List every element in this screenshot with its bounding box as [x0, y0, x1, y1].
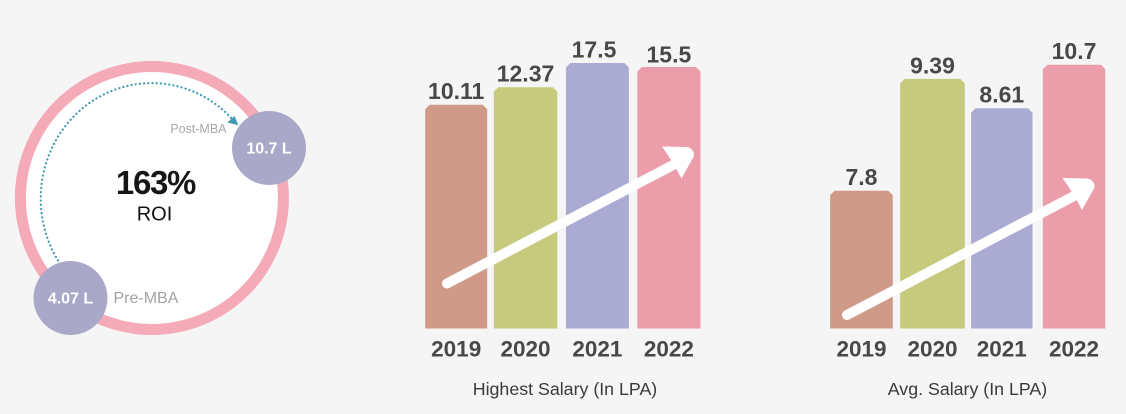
svg-text:Highest Salary (In LPA): Highest Salary (In LPA) [473, 379, 657, 399]
svg-text:2019: 2019 [431, 337, 481, 362]
svg-text:2020: 2020 [500, 337, 550, 362]
svg-text:10.7: 10.7 [1052, 38, 1097, 64]
svg-text:2021: 2021 [977, 337, 1027, 362]
svg-text:7.8: 7.8 [846, 164, 878, 190]
svg-text:Post-MBA: Post-MBA [170, 122, 227, 136]
svg-text:4.07 L: 4.07 L [48, 291, 94, 308]
svg-text:2022: 2022 [1049, 337, 1099, 362]
svg-text:163%: 163% [116, 164, 196, 201]
svg-text:12.37: 12.37 [497, 61, 555, 87]
svg-text:8.61: 8.61 [979, 82, 1024, 108]
svg-text:10.7 L: 10.7 L [246, 141, 292, 158]
svg-text:9.39: 9.39 [910, 52, 955, 78]
svg-text:Pre-MBA: Pre-MBA [114, 290, 179, 307]
svg-text:2020: 2020 [907, 337, 957, 362]
svg-text:15.5: 15.5 [647, 41, 692, 67]
svg-text:ROI: ROI [137, 204, 173, 226]
svg-text:2021: 2021 [572, 337, 622, 362]
svg-text:2022: 2022 [644, 337, 694, 362]
svg-text:10.11: 10.11 [428, 78, 484, 104]
svg-text:Avg. Salary (In LPA): Avg. Salary (In LPA) [888, 379, 1047, 399]
svg-text:2019: 2019 [836, 337, 886, 362]
svg-text:17.5: 17.5 [572, 36, 617, 62]
